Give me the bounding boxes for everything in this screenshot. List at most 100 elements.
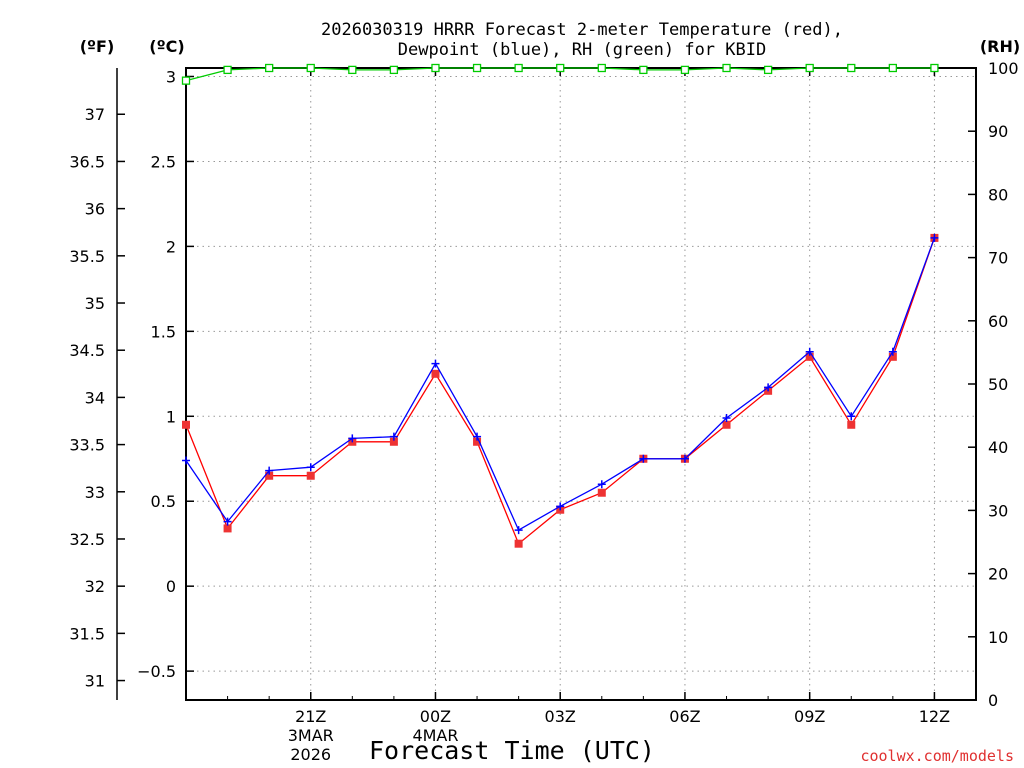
dewpoint-point [847,412,856,421]
rh-unit-label: (RH) [980,37,1020,56]
rh-tick-label: 100 [988,59,1019,78]
celsius-tick-label: 1.5 [151,322,176,341]
rh-tick-label: 30 [988,501,1008,520]
rh-point [556,63,565,73]
dewpoint-point [680,454,689,463]
temperature-point [514,539,523,548]
x-tick-label: 06Z [669,707,700,726]
series-layer [181,63,939,548]
temperature-point [306,471,315,480]
fahrenheit-tick-label: 34 [85,388,105,407]
temperature-point [888,352,897,361]
celsius-tick-label: 3 [166,67,176,86]
rh-point [597,63,606,73]
rh-point [181,76,191,85]
dewpoint-point [389,432,398,441]
rh-point [389,65,399,75]
chart-title-line2: Dewpoint (blue), RH (green) for KBID [398,40,766,60]
temperature-point [473,437,482,446]
rh-point [639,65,648,75]
x-tick-sublabel: 4MAR [412,726,458,745]
rh-tick-label: 0 [988,691,998,710]
grid-lines [186,68,976,700]
celsius-tick-label: 0.5 [151,492,176,511]
dewpoint-point [182,456,190,465]
dewpoint-point [805,347,814,356]
fahrenheit-tick-label: 35 [85,294,105,313]
dewpoint-point [888,347,897,356]
x-tick-label: 12Z [919,707,950,726]
temperature-point [805,352,814,361]
dewpoint-point [930,233,939,242]
celsius-tick-label: 2 [166,237,176,256]
temperature-point [265,471,274,480]
rh-tick-label: 20 [988,565,1008,584]
dewpoint-point [431,359,440,368]
rh-point [348,65,357,75]
dewpoint-point [514,526,523,535]
x-tick-label: 00Z [420,707,451,726]
rh-tick-label: 10 [988,628,1008,647]
dewpoint-point [348,434,357,443]
temperature-point [847,420,856,429]
x-tick-label: 21Z [295,707,326,726]
fahrenheit-unit-label: (ºF) [80,37,115,56]
celsius-tick-label: 0 [166,577,176,596]
temperature-point [597,488,606,497]
rh-series [181,63,939,85]
rh-point [888,63,897,73]
dewpoint-point [556,502,565,511]
rh-tick-label: 50 [988,375,1008,394]
fahrenheit-tick-label: 33 [85,483,105,502]
plot-frame [185,67,977,701]
rh-point [306,63,315,73]
rh-point [472,63,482,73]
rh-point [265,63,274,73]
fahrenheit-tick-label: 32 [85,577,105,596]
temperature-series [182,233,939,548]
temperature-point [182,420,190,429]
rh-point [223,65,232,75]
fahrenheit-tick-label: 34.5 [69,341,105,360]
temperature-point [722,420,731,429]
x-tick-label: 09Z [794,707,825,726]
fahrenheit-tick-label: 37 [85,105,105,124]
dewpoint-point [473,432,482,441]
rh-tick-label: 60 [988,312,1008,331]
rh-tick-label: 70 [988,249,1008,268]
fahrenheit-tick-label: 31.5 [69,624,105,643]
x-axis-title: Forecast Time (UTC) [369,736,655,765]
fahrenheit-tick-label: 35.5 [69,247,105,266]
rh-tick-label: 40 [988,438,1008,457]
fahrenheit-tick-label: 31 [85,672,105,691]
dewpoint-series [182,233,939,535]
chart-title-line1: 2026030319 HRRR Forecast 2-meter Tempera… [321,20,843,40]
x-tick-sublabel: 3MAR [288,726,334,745]
celsius-tick-label: 2.5 [151,152,176,171]
rh-point [431,63,440,73]
rh-point [722,63,731,73]
credit-label: coolwx.com/models [860,747,1014,765]
fahrenheit-tick-label: 36 [85,200,105,219]
fahrenheit-tick-label: 33.5 [69,436,105,455]
celsius-tick-label: 1 [166,407,176,426]
fahrenheit-tick-label: 36.5 [69,152,105,171]
rh-point [763,65,773,75]
temperature-point [389,437,398,446]
dewpoint-point [306,463,315,472]
dewpoint-point [597,480,606,489]
celsius-unit-label: (ºC) [149,37,184,56]
rh-tick-label: 80 [988,185,1008,204]
rh-point [514,63,523,73]
rh-tick-label: 90 [988,122,1008,141]
dewpoint-point [265,466,274,475]
rh-point [805,63,814,73]
fahrenheit-tick-label: 32.5 [69,530,105,549]
rh-point [930,63,939,73]
x-tick-sublabel: 2026 [290,745,331,764]
temperature-point [223,524,232,533]
rh-point [680,65,690,75]
dewpoint-point [764,383,773,392]
